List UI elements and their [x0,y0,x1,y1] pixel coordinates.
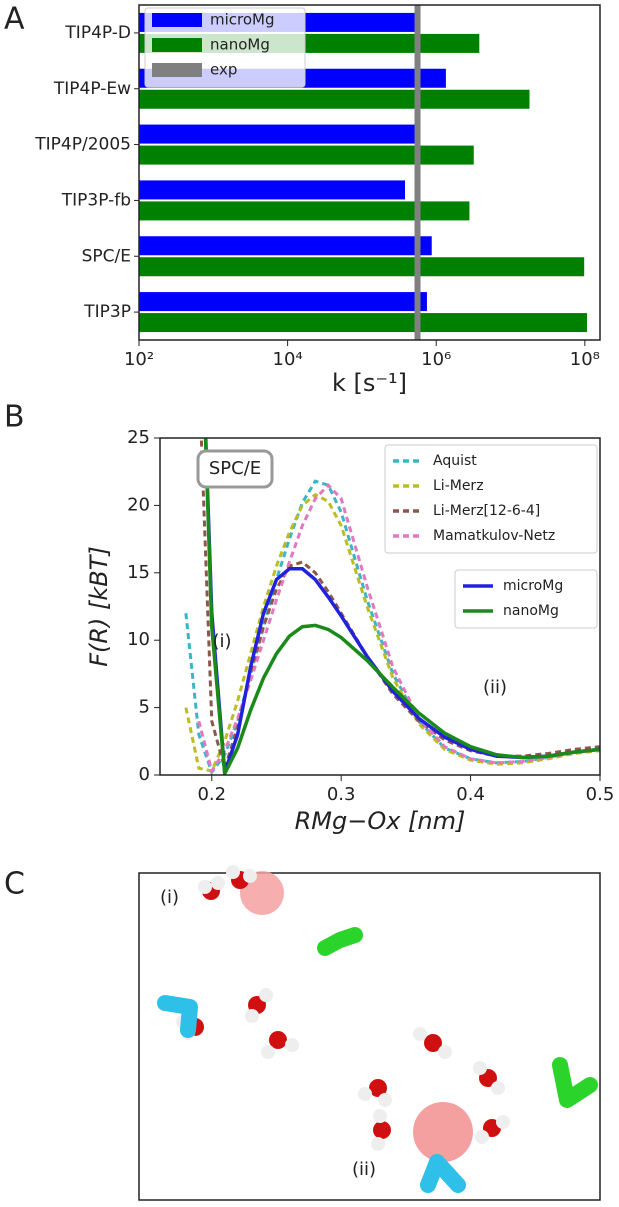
legend-swatch [152,63,202,77]
ligand [420,1154,466,1193]
y-tick-label: 20 [127,494,150,515]
bar [139,313,588,333]
panel-label: C [4,867,25,902]
y-tick-label: SPC/E [82,246,131,266]
x-tick-label: 10⁴ [273,349,303,370]
x-axis-label: k [s⁻¹] [332,369,407,397]
y-tick-label: 25 [127,427,150,448]
legend-swatch [152,13,202,27]
x-axis-label: RMg−Ox [nm] [295,807,466,835]
bar [139,292,427,312]
y-axis-label: F(R) [kBT] [85,546,113,667]
annotation: (ii) [352,1159,376,1180]
annotation: (i) [160,887,179,908]
y-tick-label: TIP4P-D [64,23,131,43]
bar [139,124,420,144]
annotation: (i) [212,631,231,652]
legend-label: microMg [210,11,275,29]
panel-label: A [4,2,25,37]
bar [139,236,432,256]
ligand [552,1057,598,1108]
series-line [199,438,600,774]
y-tick-label: TIP4P/2005 [34,135,131,155]
series-line [203,438,600,775]
y-tick-label: 15 [127,562,150,583]
panel-c: C (i) (ii) [4,865,601,1201]
x-tick-label: 0.5 [586,784,615,805]
legend-label: nanoMg [503,603,559,619]
legend-label: exp [210,61,237,79]
bar [139,201,470,221]
legend-box [384,444,598,554]
legend-label: Li-Merz[12-6-4] [433,503,540,519]
legend-label: Mamatkulov-Netz [433,528,555,544]
series-line [184,479,600,775]
legend-swatch [152,38,202,52]
bar [139,145,474,165]
x-tick-label: 10⁸ [570,349,600,370]
series-line [184,492,600,773]
annotation-box [196,449,274,489]
x-tick-label: 10² [124,349,154,370]
bar [139,180,405,200]
water [176,865,510,1151]
annotation: SPC/E [209,458,261,479]
x-tick-label: 0.3 [327,784,356,805]
y-tick-label: TIP3P-fb [61,190,131,210]
y-tick-label: TIP4P-Ew [53,79,131,99]
x-tick-label: 0.2 [197,784,226,805]
y-tick-label: TIP3P [83,302,131,322]
frame [138,4,601,341]
x-tick-label: 0.4 [456,784,485,805]
y-tick-label: 5 [139,697,150,718]
ligand [317,927,363,956]
legend-label: Aquist [433,453,477,469]
bar [139,89,530,109]
legend-label: nanoMg [210,36,270,54]
bar [139,257,585,277]
legend-label: Li-Merz [433,478,484,494]
legend-label: microMg [503,578,563,594]
panel-label: B [4,400,25,435]
y-tick-label: 0 [139,764,150,785]
image-frame [138,872,601,1201]
ligand [157,995,198,1038]
annotation: (ii) [483,677,507,698]
frame [159,437,601,776]
y-tick-label: 10 [127,629,150,650]
x-tick-label: 10⁶ [421,349,451,370]
ion [413,1102,473,1162]
